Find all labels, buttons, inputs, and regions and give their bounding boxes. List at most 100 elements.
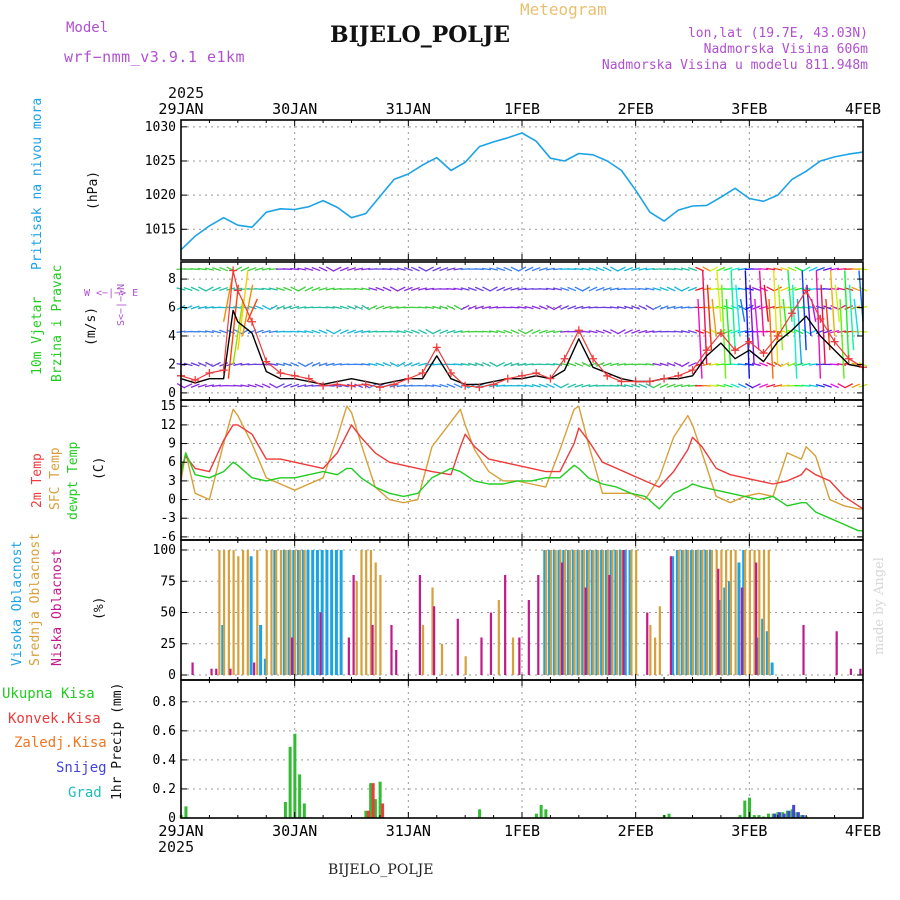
wind-arrow [716,384,726,388]
cloud-bar [369,550,373,675]
wind-arrow [219,286,229,292]
cloud-bar [279,550,283,675]
wind-arrow [339,266,349,272]
wind-arrow [361,363,371,366]
wind-arrow [347,305,356,310]
cloud-bar [687,550,690,675]
wind-arrow [659,383,669,389]
y-tick-label: 25 [160,637,176,652]
wind-compass-label: W <−|−> E [84,288,139,299]
wind-arrow [318,329,328,334]
wind-arrow [503,266,513,272]
wind-arrow [737,287,747,291]
wind-arrow [758,270,765,337]
wind-arrow [567,362,577,367]
wind-arrow [552,287,563,291]
wind-arrow [517,329,527,335]
wind-arrow [796,298,803,365]
wind-arrow [311,266,321,272]
lonlat-info: lon,lat (19.7E, 43.03N) [687,26,868,41]
wind-arrow [396,286,406,292]
y-tick-label: 12 [160,418,176,433]
wind-arrow [595,286,605,292]
cloud-bar [597,550,600,675]
cloud-bar [246,550,249,675]
wind-arrow [240,384,250,388]
wind-arrow [290,330,300,333]
wind-arrow [212,286,221,292]
cloud-bar [571,550,575,675]
wind-arrow [382,268,392,271]
wind-arrow [439,383,449,388]
y-tick-label: -3 [160,511,176,526]
cloud-bar [273,550,277,675]
model-name: wrf−nmm_v3.9.1 e1km [64,48,246,66]
wind-arrow [839,298,845,379]
cloud-bar [753,550,756,675]
wind-arrow [844,383,854,389]
wind-arrow [780,286,790,292]
wind-arrow [581,286,591,292]
wind-arrow [609,306,619,309]
wind-gust-marker [276,368,285,377]
wind-arrow [659,286,669,292]
wind-arrow [297,384,307,388]
wind-gust-marker [347,381,356,390]
wind-arrow [631,329,641,334]
cloud-bar [360,550,363,675]
wind-arrow [815,266,825,272]
wind-arrow [574,362,584,367]
wind-arrow [602,362,612,367]
wind-arrow [681,286,690,292]
wind-gust-marker [461,381,470,390]
wind-arrow [332,266,342,272]
wind-arrow [439,267,449,272]
wind-arrow [609,287,619,291]
wind-arrow [801,362,811,367]
wind-arrow [375,305,385,310]
cloud-bar [620,550,624,675]
wind-arrow [489,330,499,334]
wind-arrow [546,304,555,311]
wind-arrow [446,329,456,334]
wind-arrow [822,267,832,271]
wind-arrow [645,383,655,389]
wind-arrow [851,305,861,310]
cloud-bar [330,550,334,675]
cloud-bar [315,550,319,675]
cloud-bar [706,550,709,675]
cloud-bar [562,550,566,675]
wind-arrow [645,304,655,311]
wind-arrow [418,287,428,291]
cloud-bar [319,612,322,675]
wind-arrow [467,362,477,367]
wind-arrow [190,362,200,367]
precip-bar [371,783,375,818]
wind-arrow [425,328,434,335]
wind-arrow [574,286,584,292]
cloud-bar [371,625,374,675]
cloud-bar [232,550,235,675]
cloud-bar [320,550,324,675]
wind-arrow [602,329,612,334]
wind-arrow [205,361,214,368]
cloud-bar [802,625,805,675]
cloud-bar [611,550,614,675]
wind-arrow [820,284,826,365]
cloud-bar [497,600,500,675]
wind-arrow [697,298,703,379]
wind-gust-marker [688,366,697,375]
wind-arrow [531,305,541,310]
precip-graupel-label: Grad [68,785,102,801]
wind-arrow [595,329,605,334]
wind-arrow [304,384,314,388]
wind-arrow [723,305,733,310]
precip-snow-label: Snijeg [56,760,107,776]
cloud-bar [576,550,580,675]
y-tick-label: 8 [168,272,176,287]
cloud-bar [241,550,245,675]
wind-arrow [425,287,435,291]
precip-bar [544,809,548,818]
cloud-bar [578,550,581,675]
wind-arrow [446,267,456,271]
